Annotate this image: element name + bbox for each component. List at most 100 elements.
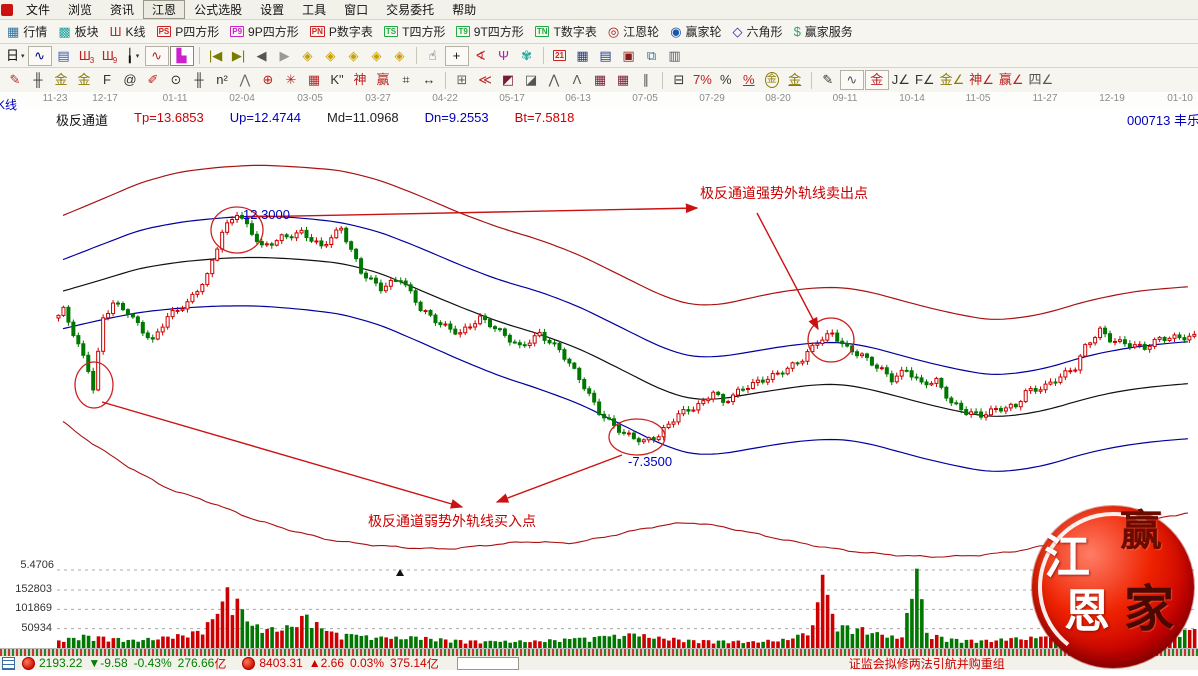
menu-10[interactable]: 帮助 <box>452 3 477 17</box>
span-measure-tool[interactable]: ↔ <box>418 71 440 89</box>
quotes-button[interactable]: ▦ 行情 <box>4 22 53 41</box>
t-number-table-button[interactable]: TN T数字表 <box>532 22 603 41</box>
gold-angle-tool[interactable]: 金∠ <box>938 71 967 89</box>
price-grid-tool[interactable]: ⊟ <box>668 71 690 89</box>
news-ticker[interactable]: 证监会拟修两法引航并购重组 <box>848 656 1005 671</box>
gann-wave-tool[interactable]: ∿ <box>27 45 52 66</box>
spiral-tool[interactable]: @ <box>119 71 141 89</box>
menu-4[interactable]: 江恩 <box>143 0 186 19</box>
prev-bar-button[interactable]: ◀ <box>251 47 273 65</box>
pattern-tool[interactable]: ✾ <box>516 47 538 65</box>
plain-ruler-tool[interactable]: ╫ <box>188 71 210 89</box>
circle-gauge-tool[interactable]: ⊙ <box>165 71 187 89</box>
menu-5[interactable]: 公式选股 <box>194 3 243 17</box>
gold-ruler-tool[interactable]: 金 <box>50 71 72 89</box>
winner-wheel-button[interactable]: ◉ 赢家轮 <box>667 22 727 41</box>
ying-angle-tool[interactable]: 赢∠ <box>997 71 1026 89</box>
shen-ruler-tool[interactable]: 神 <box>349 71 371 89</box>
brush2-tool[interactable]: ✎ <box>817 71 839 89</box>
menu-9[interactable]: 交易委托 <box>386 3 435 17</box>
n2-ruler-tool[interactable]: n² <box>211 71 233 89</box>
9p-square-button[interactable]: P9 9P四方形 <box>227 22 304 41</box>
9t-square-button[interactable]: T9 9T四方形 <box>453 22 529 41</box>
percent-tool[interactable]: % <box>715 71 737 89</box>
expand-horizontal-button[interactable]: ◈ <box>343 47 365 65</box>
gann-ruler-tool[interactable]: ╫ <box>27 71 49 89</box>
wave-chart-tool[interactable]: ∿ <box>144 45 169 66</box>
menu-8[interactable]: 窗口 <box>344 3 369 17</box>
gold-box-tool[interactable]: 金 <box>864 70 889 90</box>
fan-lines-tool[interactable]: ≪ <box>474 71 496 89</box>
kline-button[interactable]: Ш K线 <box>107 22 152 41</box>
mirror-angle-tool[interactable]: ⋀ <box>234 71 256 89</box>
grid-arrow-tool[interactable]: ▦ <box>612 71 634 89</box>
f-angle-tool-icon: F∠ <box>914 72 935 87</box>
chart-area[interactable]: 极反通道强势外轨线卖出点 极反通道弱势外轨线买入点 12.3000 -7.3500 极… <box>0 107 1198 648</box>
gann-shape-tool[interactable]: Ψ <box>493 47 515 65</box>
four-angle-tool[interactable]: 四∠ <box>1027 71 1056 89</box>
menu-2[interactable]: 浏览 <box>68 3 93 17</box>
sectors-button[interactable]: ▩ 板块 <box>55 22 104 41</box>
t-square-button[interactable]: TS T四方形 <box>381 22 452 41</box>
next-bar-button[interactable]: ▶ <box>274 47 296 65</box>
compress-horizontal-button[interactable]: ◈ <box>366 47 388 65</box>
star-grid-tool[interactable]: ✳ <box>280 71 302 89</box>
percent-retrace-tool[interactable]: 7% <box>691 71 714 89</box>
percent-line-tool[interactable]: % <box>738 71 760 89</box>
price-ruler-tool[interactable]: ⌗ <box>395 71 417 89</box>
dense-grid-tool[interactable]: ▦ <box>589 71 611 89</box>
menu-6[interactable]: 设置 <box>260 3 285 17</box>
pan-hand-tool[interactable]: ☝ <box>422 47 444 65</box>
candle-style-selector[interactable]: ╽ ▾ <box>125 47 140 63</box>
menu-1[interactable]: 文件 <box>26 3 51 17</box>
parallel-lines-tool[interactable]: ∥ <box>635 71 657 89</box>
gold-ruler2-tool[interactable]: 金 <box>73 71 95 89</box>
gold-line-tool[interactable]: 金 <box>784 71 806 89</box>
period-day-selector[interactable]: 日 ▾ <box>6 47 25 63</box>
menu-3[interactable]: 资讯 <box>110 3 135 17</box>
shift-right-button[interactable]: ◈ <box>320 47 342 65</box>
reset-zoom-button[interactable]: ◈ <box>389 47 411 65</box>
menu-7[interactable]: 工具 <box>302 3 327 17</box>
trend-lines-tool[interactable]: ⋀ <box>543 71 565 89</box>
crosshair-tool[interactable]: + <box>444 45 469 66</box>
gold-circle-tool[interactable]: 金 <box>761 71 783 89</box>
network-tool[interactable]: ⧉ <box>641 47 663 65</box>
hexagon-button[interactable]: ◇ 六角形 <box>730 22 789 41</box>
gann-wheel-button[interactable]: ◎ 江恩轮 <box>605 22 665 41</box>
notepad-tool[interactable]: ▤ <box>595 47 617 65</box>
square-grid-tool[interactable]: ▦ <box>303 71 325 89</box>
gann-box-tool[interactable]: ⊞ <box>451 71 473 89</box>
workstation-tool[interactable]: ▥ <box>664 47 686 65</box>
angle-measure-tool[interactable]: ∢ <box>470 47 492 65</box>
target-tool[interactable]: ⊕ <box>257 71 279 89</box>
f-ruler-tool[interactable]: F <box>96 71 118 89</box>
j-angle-tool[interactable]: J∠ <box>890 71 912 89</box>
fan-box-tool[interactable]: ◩ <box>497 71 519 89</box>
ying-ruler-tool[interactable]: 赢 <box>372 71 394 89</box>
f-angle-tool[interactable]: F∠ <box>913 71 937 89</box>
save-tool[interactable]: ▣ <box>618 47 640 65</box>
first-bar-button[interactable]: |◀ <box>205 47 227 65</box>
p-square-button[interactable]: PS P四方形 <box>154 22 226 41</box>
quote-grid-icon[interactable] <box>2 656 15 670</box>
fan-square-tool[interactable]: ◪ <box>520 71 542 89</box>
calculator-tool[interactable]: ▦ <box>572 47 594 65</box>
calendar-tool[interactable]: 21 <box>549 47 571 65</box>
k-mark-tool[interactable]: K" <box>326 71 348 89</box>
shift-left-button[interactable]: ◈ <box>297 47 319 65</box>
pen-ruler-tool[interactable]: ✐ <box>142 71 164 89</box>
brush-tool[interactable]: ✎ <box>4 71 26 89</box>
zigzag-tool[interactable]: Ʌ <box>566 71 588 89</box>
wave-box-tool[interactable]: ∿ <box>839 70 864 90</box>
last-bar-button[interactable]: ▶| <box>228 47 250 65</box>
winner-service-button[interactable]: $ 赢家服务 <box>791 22 859 41</box>
volume-profile-tool[interactable]: ▙ <box>169 45 194 66</box>
memo-tool[interactable]: ▤ <box>53 47 75 65</box>
shen-angle-tool[interactable]: 神∠ <box>967 71 996 89</box>
p-number-table-button[interactable]: PN P数字表 <box>307 22 379 41</box>
stock-code-input[interactable] <box>456 656 519 670</box>
